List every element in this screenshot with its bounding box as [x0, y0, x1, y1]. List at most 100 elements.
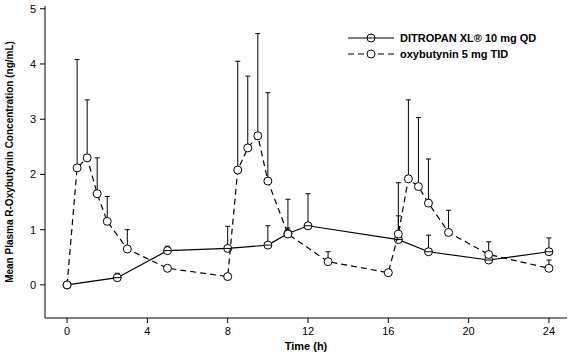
error-cap: [265, 225, 270, 226]
marker: [63, 281, 71, 289]
marker-bar: [264, 245, 272, 246]
marker: [123, 245, 131, 253]
marker: [284, 230, 292, 238]
marker-bar: [304, 225, 312, 226]
x-tick: [308, 318, 309, 323]
marker-circle: [63, 281, 71, 289]
marker-circle: [304, 222, 312, 230]
error-cap: [306, 193, 311, 194]
error-cap: [426, 158, 431, 159]
error-cap: [285, 199, 290, 200]
marker-circle: [424, 248, 432, 256]
y-tick: [40, 119, 45, 120]
marker: [163, 247, 171, 255]
marker-circle: [445, 228, 453, 236]
marker: [63, 281, 71, 289]
marker: [264, 241, 272, 249]
marker: [404, 175, 412, 183]
error-cap: [95, 157, 100, 158]
marker-circle: [113, 274, 121, 282]
marker: [93, 190, 101, 198]
y-tick-label: 1: [30, 224, 36, 236]
marker-bar: [163, 250, 171, 251]
error-bar: [426, 159, 431, 203]
marker-circle: [234, 166, 242, 174]
error-cap: [265, 92, 270, 93]
marker-circle: [424, 199, 432, 207]
marker: [113, 274, 121, 282]
marker-circle: [93, 190, 101, 198]
marker-circle: [284, 230, 292, 238]
marker: [234, 166, 242, 174]
error-cap: [426, 235, 431, 236]
marker-circle: [123, 245, 131, 253]
error-cap: [416, 117, 421, 118]
y-tick-label: 0: [30, 279, 36, 291]
x-tick: [147, 318, 148, 323]
series-line: [67, 226, 549, 285]
error-cap: [235, 61, 240, 62]
error-cap: [546, 237, 551, 238]
y-tick-label: 4: [30, 58, 36, 70]
y-tick-label: 5: [30, 3, 36, 15]
y-axis: [45, 6, 46, 318]
marker-circle: [324, 258, 332, 266]
error-stem: [418, 118, 419, 187]
error-cap: [105, 196, 110, 197]
series: [63, 34, 553, 289]
x-tick-label: 20: [462, 325, 474, 337]
error-cap: [225, 226, 230, 227]
marker: [224, 273, 232, 281]
x-tick: [67, 318, 68, 323]
marker-circle: [103, 217, 111, 225]
error-bar: [255, 34, 260, 136]
error-stem: [408, 100, 409, 179]
error-stem: [267, 93, 268, 181]
error-cap: [85, 99, 90, 100]
error-cap: [446, 210, 451, 211]
x-tick: [388, 318, 389, 323]
legend-label: DITROPAN XL® 10 mg QD: [400, 32, 536, 44]
error-stem: [77, 60, 78, 168]
marker-circle: [545, 248, 553, 256]
error-bar: [306, 194, 311, 226]
marker-circle: [485, 250, 493, 258]
error-bar: [245, 76, 250, 148]
marker-circle: [73, 164, 81, 172]
marker-circle: [254, 132, 262, 140]
marker: [73, 164, 81, 172]
x-tick: [548, 318, 549, 323]
series: [63, 194, 553, 289]
error-stem: [398, 183, 399, 234]
error-cap: [486, 241, 491, 242]
x-tick-label: 8: [225, 325, 231, 337]
marker-bar: [113, 277, 121, 278]
marker-circle: [63, 281, 71, 289]
error-bar: [406, 100, 411, 179]
legend-label: oxybutynin 5 mg TID: [400, 48, 508, 60]
marker: [304, 222, 312, 230]
chart: 04812162024012345Time (h)Mean Plasma R-O…: [0, 0, 580, 356]
marker: [83, 154, 91, 162]
x-tick-label: 4: [144, 325, 150, 337]
marker-circle: [244, 144, 252, 152]
marker-circle: [284, 230, 292, 238]
y-tick: [40, 284, 45, 285]
error-bar: [235, 61, 240, 170]
marker: [414, 183, 422, 191]
error-cap: [75, 59, 80, 60]
error-cap: [326, 251, 331, 252]
error-stem: [287, 199, 288, 234]
marker: [485, 250, 493, 258]
marker-circle: [83, 154, 91, 162]
legend: DITROPAN XL® 10 mg QD oxybutynin 5 mg TID: [348, 32, 536, 60]
marker: [163, 264, 171, 272]
y-axis-title: Mean Plasma R-Oxybutynin Concentration (…: [4, 41, 15, 283]
marker-circle: [264, 177, 272, 185]
marker-circle: [394, 230, 402, 238]
error-cap: [125, 229, 130, 230]
y-tick: [40, 63, 45, 64]
error-cap: [396, 182, 401, 183]
error-stem: [428, 159, 429, 203]
marker-circle: [163, 264, 171, 272]
